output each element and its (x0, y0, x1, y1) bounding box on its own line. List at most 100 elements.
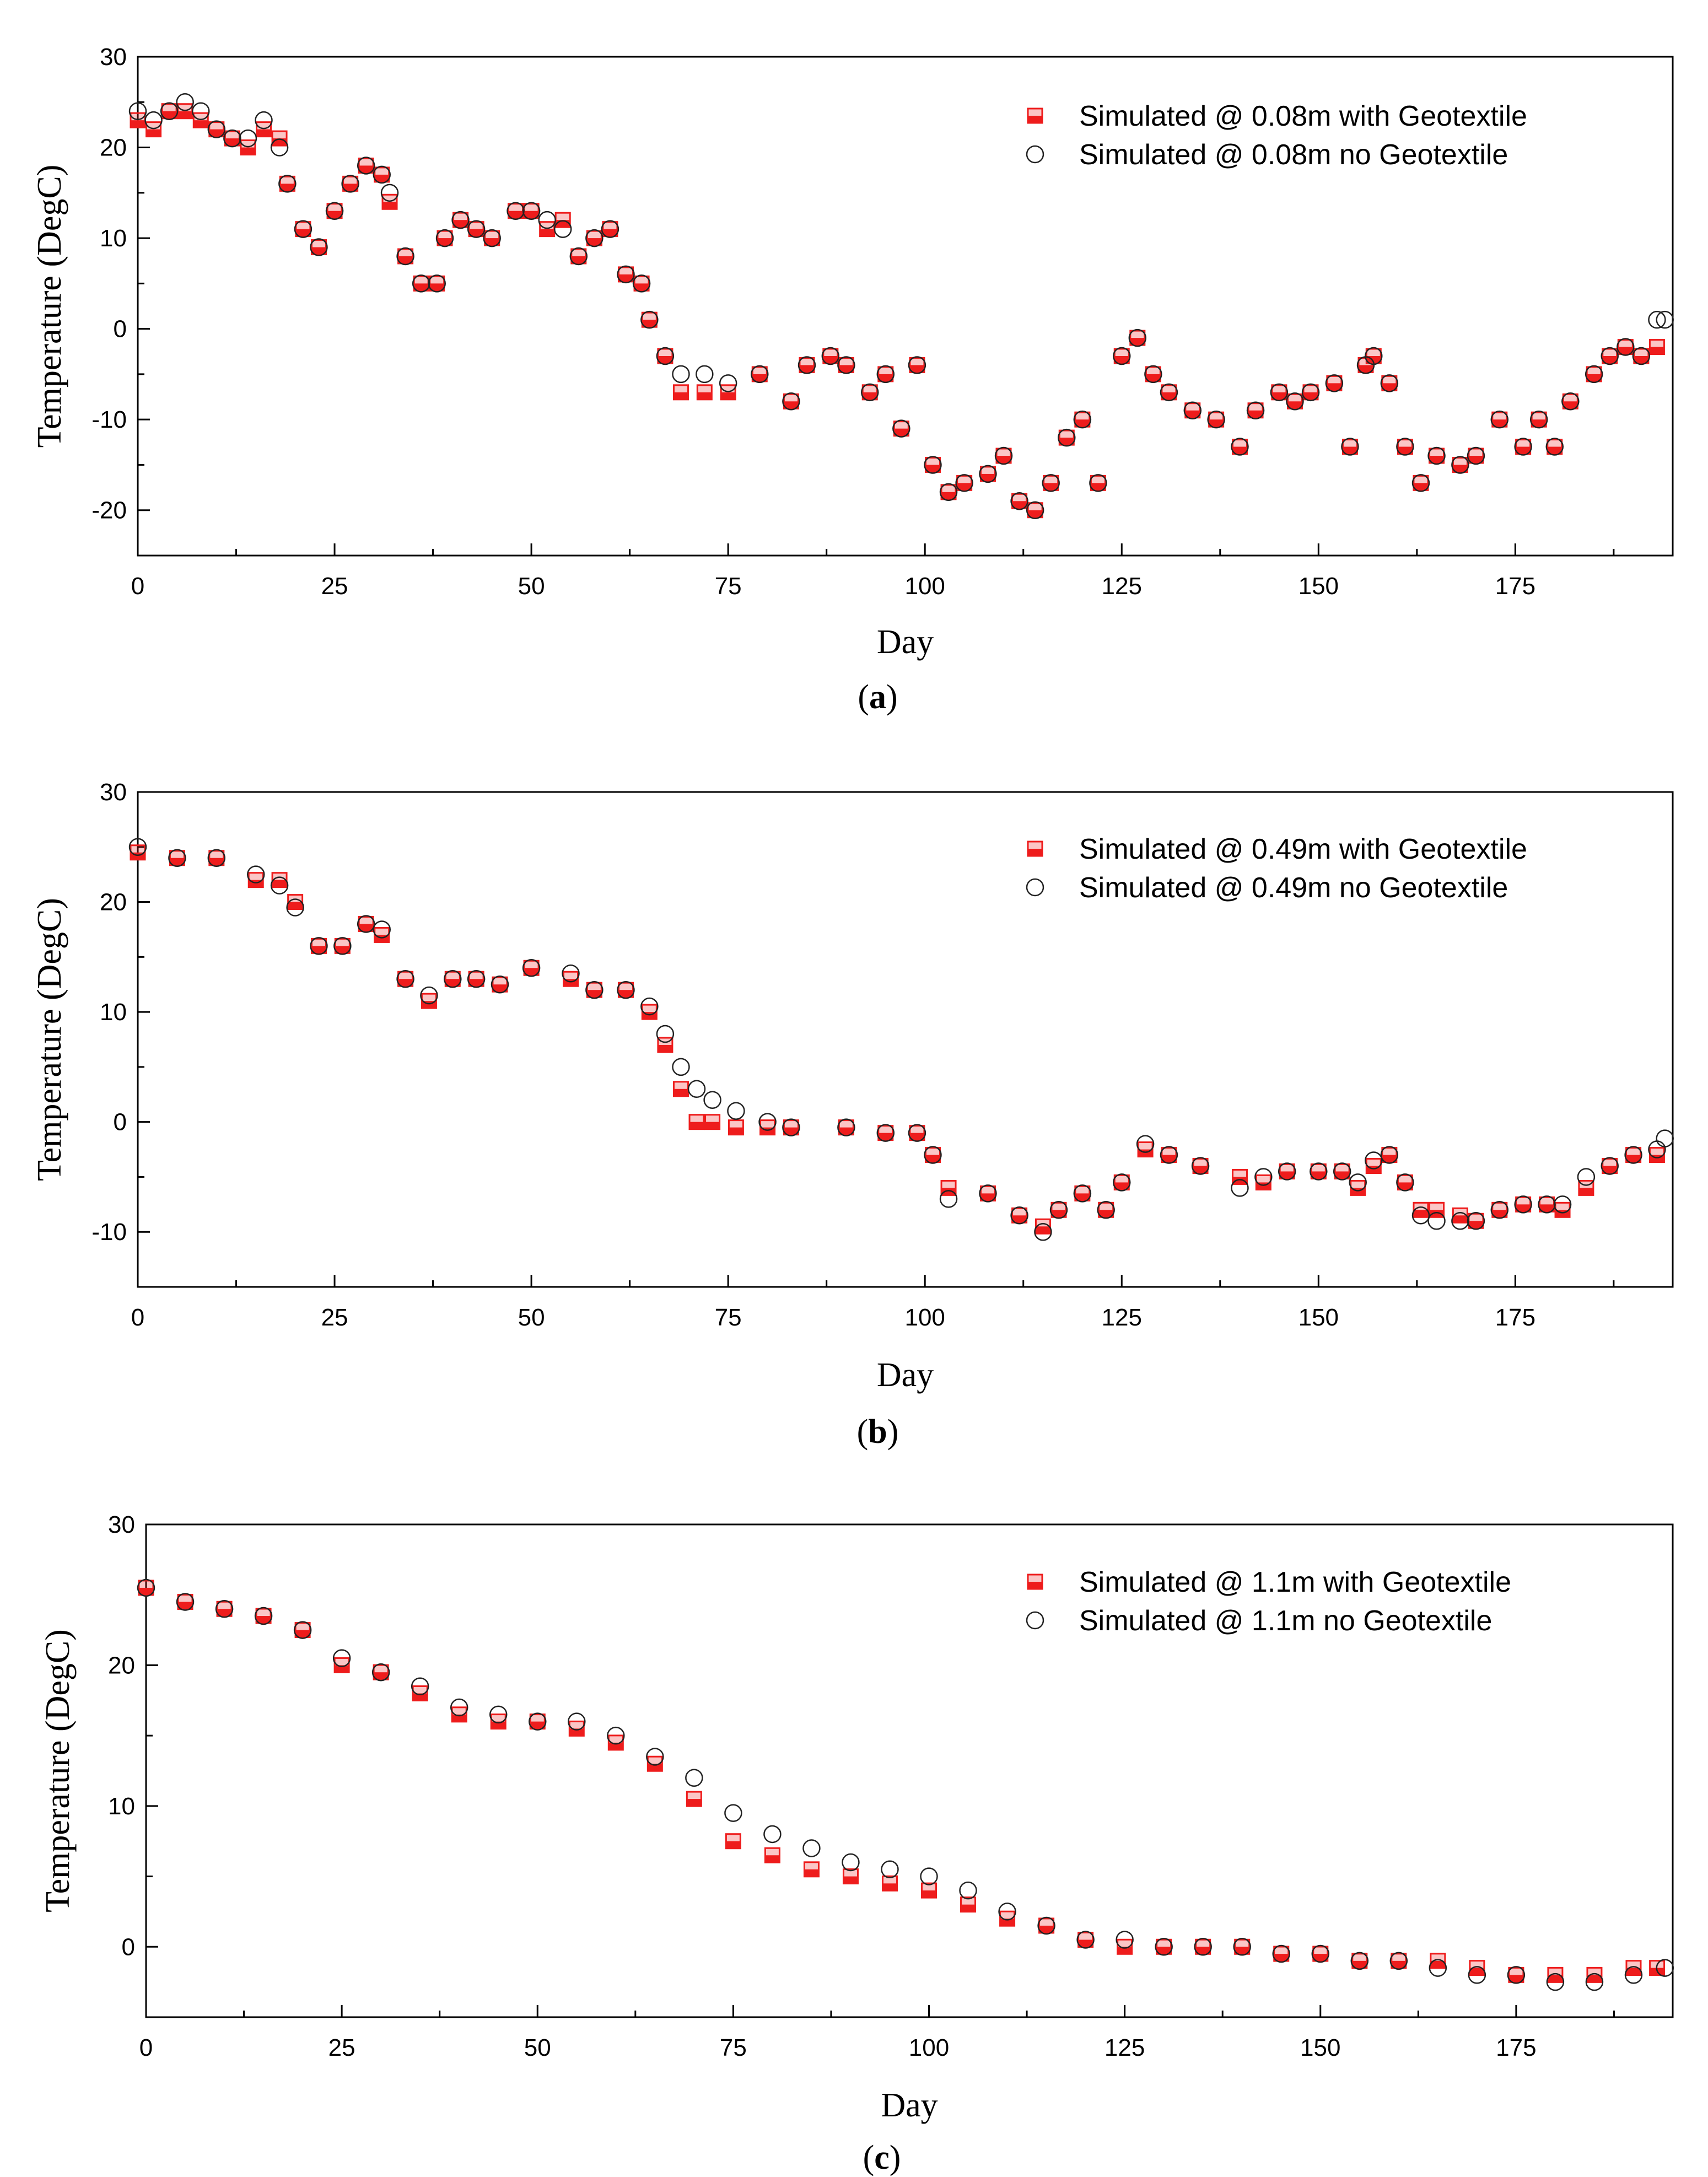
data-point-circle (1191, 1157, 1210, 1175)
data-point-square-fill (687, 1799, 702, 1807)
data-point-circle (286, 898, 304, 917)
data-point-circle (821, 347, 840, 365)
data-point-square-fill (587, 990, 602, 998)
data-point-circle (1246, 401, 1265, 419)
data-point-square-fill (1359, 365, 1373, 373)
y-tick-label: 30 (108, 1511, 135, 1538)
data-point-square-fill (894, 428, 909, 436)
data-point-square-fill (1075, 419, 1090, 427)
data-point-circle (1427, 1212, 1446, 1230)
legend-marker-circle (1026, 145, 1044, 164)
data-point-square-fill (839, 365, 854, 373)
data-point-circle (782, 392, 800, 411)
panel-label: (c) (863, 2139, 901, 2176)
data-point-square-fill (429, 283, 444, 291)
data-point-circle (396, 247, 414, 266)
data-point-square-fill (1352, 1960, 1367, 1968)
data-point-circle (1042, 474, 1060, 492)
data-point-circle (1467, 446, 1485, 465)
data-point-circle (1097, 1201, 1115, 1219)
plot-frame (137, 791, 1674, 1288)
data-point-square-fill (225, 138, 240, 146)
data-point-square-fill (295, 229, 310, 236)
data-point-square-fill (957, 483, 972, 491)
legend-label-no-geotextile: Simulated @ 1.1m no Geotextile (1079, 1605, 1492, 1637)
data-point-square-fill (146, 129, 161, 137)
legend-label-no-geotextile: Simulated @ 0.08m no Geotextile (1079, 139, 1508, 171)
panel-label-letter: b (868, 1413, 887, 1451)
data-point-circle (1231, 438, 1249, 456)
data-point-square-fill (1516, 1204, 1531, 1212)
data-point-circle (1272, 1944, 1290, 1963)
data-point-circle (994, 446, 1013, 465)
data-point-square-fill (878, 1133, 893, 1140)
data-point-square-fill (925, 1155, 940, 1162)
data-point-square-fill (139, 1587, 153, 1595)
data-point-circle (998, 1903, 1016, 1921)
x-axis-title: Day (881, 2087, 937, 2124)
legend-marker-circle (1026, 878, 1044, 897)
data-point-circle (685, 1769, 703, 1787)
data-point-circle (1365, 1151, 1383, 1170)
data-point-circle (1490, 1201, 1509, 1219)
data-point-circle (1656, 1959, 1674, 1977)
data-point-circle (842, 1853, 860, 1872)
data-point-square-fill (398, 979, 413, 987)
x-tick-label: 75 (715, 573, 742, 600)
data-point-square-fill (673, 392, 688, 400)
y-tick-label: -20 (91, 497, 127, 524)
data-point-circle (1037, 1916, 1055, 1935)
x-tick-label: 125 (1104, 2034, 1145, 2061)
panel-label-letter: c (874, 2139, 890, 2176)
data-point-circle (751, 365, 769, 384)
data-point-circle (246, 865, 265, 883)
y-tick-label: -10 (91, 1219, 127, 1246)
data-point-circle (1349, 1173, 1367, 1192)
data-point-square-fill (1413, 483, 1428, 491)
data-point-circle (1624, 1966, 1643, 1984)
data-point-circle (1325, 374, 1344, 392)
data-point-circle (255, 111, 273, 130)
data-point-square-fill (1161, 392, 1176, 400)
x-tick-label: 25 (321, 573, 348, 600)
x-tick-label: 0 (139, 2034, 153, 2061)
data-point-square-fill (697, 392, 712, 400)
data-point-circle (1350, 1952, 1369, 1970)
data-point-square-fill (673, 1088, 688, 1096)
data-point-circle (420, 986, 438, 1005)
y-axis-title: Temperature (DegC) (31, 165, 68, 448)
series-with-geotextile (138, 1580, 1666, 1983)
data-point-square-fill (1578, 1188, 1593, 1195)
data-point-circle (1301, 383, 1320, 402)
data-point-square-fill (1161, 1155, 1176, 1162)
legend-label-with-geotextile: Simulated @ 0.08m with Geotextile (1079, 100, 1527, 132)
y-axis-title: Temperature (DegC) (31, 898, 68, 1181)
data-point-circle (585, 980, 604, 999)
data-point-square-fill (1028, 510, 1043, 518)
data-point-square-fill (587, 238, 602, 246)
data-point-square-fill (1209, 419, 1224, 427)
data-point-square-fill (618, 274, 633, 282)
data-point-circle (939, 483, 958, 502)
data-point-square-fill (453, 220, 468, 228)
data-point-circle (607, 1726, 625, 1745)
data-point-circle (176, 1593, 195, 1611)
data-point-square-fill (1195, 1947, 1210, 1954)
data-point-circle (1058, 428, 1076, 447)
data-point-circle (1538, 1195, 1556, 1214)
data-point-circle (1380, 374, 1399, 392)
data-point-circle (1546, 1973, 1565, 1991)
y-tick-label: 10 (100, 999, 127, 1026)
data-point-circle (444, 969, 462, 988)
data-point-square-fill (398, 256, 413, 263)
data-point-circle (223, 129, 241, 148)
data-point-square-fill (980, 473, 995, 481)
data-point-circle (1467, 1212, 1485, 1230)
data-point-circle (617, 980, 635, 999)
data-point-circle (1076, 1931, 1095, 1949)
data-point-circle (310, 238, 328, 256)
data-point-circle (529, 1712, 547, 1731)
data-point-circle (585, 229, 604, 247)
data-point-circle (979, 1184, 997, 1203)
panel-label-open: ( (863, 2139, 875, 2176)
